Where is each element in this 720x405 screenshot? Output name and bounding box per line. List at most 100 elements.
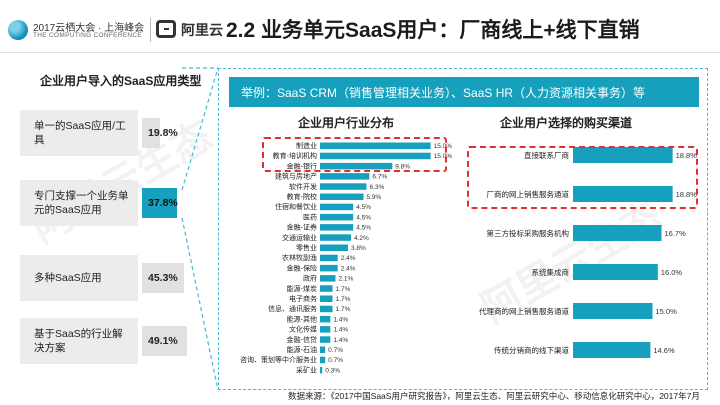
industry-bar (320, 305, 333, 313)
industry-bar (320, 162, 393, 170)
industry-value-label: 6.3% (369, 184, 384, 191)
industry-bar (320, 366, 323, 374)
industry-value-label: 1.7% (336, 306, 351, 313)
industry-bar (320, 295, 333, 302)
industry-chart-title: 企业用户行业分布 (298, 116, 395, 130)
industry-bar (320, 234, 351, 241)
logo-divider (150, 18, 151, 42)
industry-bar (320, 315, 331, 323)
channel-bar-chart: 直接联系厂商 18.8% 厂商的网上销售服务通道 18.8% 第三方投标采购服务机构 16… (479, 147, 697, 358)
industry-highlight-box (262, 137, 447, 172)
industry-category-label: 政府 (303, 274, 317, 283)
app-type-label: 基于SaaS的行业解决方案 (20, 318, 138, 364)
app-type-value: 49.1% (148, 335, 178, 347)
channel-bar (573, 186, 673, 202)
industry-bar (320, 213, 354, 221)
industry-category-label: 金融-银行 (287, 161, 317, 170)
channel-category-label: 厂商的网上销售服务通道 (487, 189, 570, 199)
channel-bar (573, 264, 658, 280)
channel-value-label: 16.7% (665, 229, 687, 238)
industry-category-label: 医药 (303, 212, 317, 221)
industry-bar (320, 203, 354, 211)
channel-bar (573, 342, 651, 358)
header-divider (0, 52, 720, 53)
industry-category-label: 能源-煤炭 (287, 284, 317, 293)
app-type-bar: 45.3% (142, 263, 184, 293)
industry-category-label: 金融-信贷 (287, 335, 317, 344)
app-type-value: 19.8% (148, 127, 178, 139)
conference-logo-icon (8, 20, 28, 40)
channel-category-label: 直接联系厂商 (524, 150, 569, 160)
channel-chart-title: 企业用户选择的购买渠道 (500, 116, 633, 130)
industry-value-label: 5.9% (367, 194, 382, 201)
conference-logo: 2017云栖大会 · 上海峰会 THE COMPUTING CONFERENCE (8, 16, 146, 46)
industry-category-label: 软件开发 (289, 182, 317, 191)
industry-category-label: 建筑与房地产 (275, 172, 317, 181)
industry-value-label: 4.2% (354, 235, 369, 242)
channel-category-label: 系统集成商 (532, 267, 570, 277)
industry-bar (320, 193, 364, 200)
industry-category-label: 制造业 (296, 141, 317, 150)
industry-value-label: 9.8% (395, 163, 410, 170)
industry-value-label: 1.4% (333, 337, 348, 344)
industry-bar (320, 326, 331, 333)
conference-logo-title: 2017云栖大会 · 上海峰会 (33, 23, 145, 34)
industry-value-label: 2.4% (341, 255, 356, 262)
left-panel-title: 企业用户导入的SaaS应用类型 (40, 74, 202, 88)
channel-category-label: 代理商的网上销售服务通道 (479, 306, 569, 316)
industry-bar (320, 224, 354, 231)
app-type-label: 多种SaaS应用 (20, 255, 138, 301)
industry-category-label: 电子商务 (289, 294, 317, 303)
industry-value-label: 4.5% (356, 214, 371, 221)
industry-bar (320, 254, 338, 262)
industry-category-label: 农林牧副渔 (282, 253, 317, 262)
industry-category-label: 零售业 (296, 243, 317, 252)
app-type-value: 45.3% (148, 272, 178, 284)
industry-bar (320, 275, 336, 282)
channel-value-label: 15.0% (656, 307, 678, 316)
industry-value-label: 2.1% (338, 276, 353, 283)
industry-value-label: 6.7% (372, 174, 387, 181)
industry-bar (320, 173, 370, 180)
industry-category-label: 信息、通讯服务 (268, 304, 317, 313)
industry-category-label: 交通运输业 (282, 233, 317, 242)
app-type-label: 专门支撑一个业务单元的SaaS应用 (20, 180, 138, 226)
example-banner: 举例：SaaS CRM（销售管理相关业务）、SaaS HR（人力资源相关事务）等 (229, 77, 699, 107)
page-title: 2.2 业务单元SaaS用户：厂商线上+线下直销 (226, 19, 640, 42)
industry-category-label: 金融-保险 (287, 263, 317, 272)
app-type-bar: 19.8% (142, 118, 178, 148)
industry-bar (320, 356, 326, 364)
industry-category-label: 文化传媒 (289, 325, 317, 334)
channel-highlight-box (467, 146, 698, 209)
industry-category-label: 采矿业 (296, 365, 317, 374)
industry-value-label: 0.7% (328, 347, 343, 354)
industry-value-label: 0.3% (325, 367, 340, 374)
industry-value-label: 2.4% (341, 265, 356, 272)
industry-category-label: 教育-培训机构 (273, 151, 317, 160)
channel-category-label: 传统分销商的线下渠道 (494, 345, 569, 355)
industry-bar (320, 142, 431, 149)
industry-value-label: 1.4% (333, 327, 348, 334)
industry-value-label: 0.7% (328, 357, 343, 364)
industry-value-label: 1.7% (336, 296, 351, 303)
industry-bar (320, 183, 367, 190)
detail-box (218, 68, 708, 390)
industry-value-label: 15.0% (434, 143, 453, 150)
source-footnote: 数据来源：《2017中国SaaS用户研究报告》，阿里云生态、阿里云研究中心、移动… (288, 391, 700, 401)
app-type-value: 37.8% (148, 197, 178, 209)
channel-bar (573, 147, 673, 163)
app-type-bar: 37.8% (142, 188, 178, 218)
channel-category-label: 第三方投标采购服务机构 (487, 228, 570, 238)
app-type-label: 单一的SaaS应用/工具 (20, 110, 138, 156)
industry-value-label: 4.5% (356, 204, 371, 211)
industry-bar (320, 244, 349, 251)
industry-category-label: 金融-证券 (287, 223, 317, 232)
industry-bar (320, 285, 333, 292)
industry-category-label: 能源-石油 (287, 345, 317, 354)
industry-value-label: 1.4% (333, 316, 348, 323)
industry-bar (320, 346, 326, 353)
industry-bar (320, 264, 338, 272)
industry-value-label: 3.8% (351, 245, 366, 252)
app-type-bar: 49.1% (142, 326, 187, 356)
industry-category-label: 住宿和餐饮业 (275, 202, 317, 211)
